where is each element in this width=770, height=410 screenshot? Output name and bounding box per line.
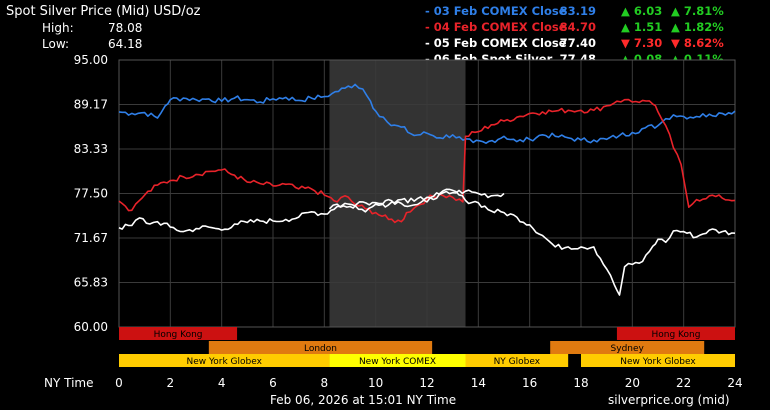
session-bar xyxy=(119,327,238,340)
legend-percent: ▲ 7.81% xyxy=(671,4,724,18)
x-tick-label: 6 xyxy=(269,376,277,390)
x-tick-label: 20 xyxy=(625,376,640,390)
session-label: Hong Kong xyxy=(154,330,203,340)
session-bar xyxy=(208,341,433,354)
session-bar xyxy=(119,354,330,367)
y-tick-label: 83.33 xyxy=(74,142,108,156)
session-bar xyxy=(616,327,735,340)
session-bar xyxy=(581,354,735,367)
high-value: 78.08 xyxy=(108,21,142,35)
price-series xyxy=(118,83,736,296)
chart-title: Spot Silver Price (Mid) USD/oz xyxy=(6,4,201,19)
series-line xyxy=(118,188,736,296)
series-line xyxy=(118,98,736,224)
timestamp: Feb 06, 2026 at 15:01 NY Time xyxy=(270,393,456,407)
legend-price: 83.19 xyxy=(560,4,596,18)
x-tick-label: 10 xyxy=(368,376,383,390)
session-label: New York COMEX xyxy=(359,357,436,367)
y-tick-label: 71.67 xyxy=(74,231,108,245)
x-tick-label: 14 xyxy=(471,376,486,390)
legend-change: ▲ 6.03 xyxy=(621,4,662,18)
legend-change: ▲ 1.51 xyxy=(621,20,662,34)
x-axis-ticks: 0 2 4 6 8 10 12 14 16 18 20 22 24 xyxy=(115,376,742,390)
legend-percent: ▲ 1.82% xyxy=(671,20,724,34)
x-tick-label: 8 xyxy=(321,376,329,390)
session-bar xyxy=(465,354,569,367)
legend-price: 77.40 xyxy=(560,36,596,50)
y-tick-label: 89.17 xyxy=(74,97,108,111)
session-bar xyxy=(550,341,705,354)
session-label: Sydney xyxy=(611,344,645,354)
grid-lines xyxy=(118,59,736,328)
x-tick-label: 12 xyxy=(419,376,434,390)
y-tick-label: 60.00 xyxy=(74,320,108,334)
trading-sessions: Hong Kong Hong Kong London Sydney New York G… xyxy=(119,327,735,367)
series-line xyxy=(118,83,736,144)
plot-border xyxy=(118,59,736,328)
x-tick-label: 16 xyxy=(522,376,537,390)
y-tick-label: 77.50 xyxy=(74,187,108,201)
x-tick-label: 22 xyxy=(676,376,691,390)
y-tick-label: 65.83 xyxy=(74,276,108,290)
legend-label: - 03 Feb COMEX Close xyxy=(425,4,567,18)
low-value: 64.18 xyxy=(108,37,142,51)
legend-label: - 05 Feb COMEX Close xyxy=(425,36,567,50)
session-bar xyxy=(329,354,466,367)
x-tick-label: 2 xyxy=(167,376,175,390)
x-tick-label: 0 xyxy=(115,376,123,390)
y-tick-label: 95.00 xyxy=(74,53,108,67)
legend-price: 84.70 xyxy=(560,20,596,34)
y-axis-ticks: 95.00 89.17 83.33 77.50 71.67 65.83 60.00 xyxy=(74,53,108,334)
source-label: silverprice.org (mid) xyxy=(608,393,730,407)
x-tick-label: 24 xyxy=(727,376,742,390)
legend-percent: ▼ 8.62% xyxy=(671,36,724,50)
x-axis-label: NY Time xyxy=(44,376,94,390)
session-label: New York Globex xyxy=(186,357,262,367)
low-label: Low: xyxy=(42,37,69,51)
session-label: Hong Kong xyxy=(651,330,700,340)
x-tick-label: 4 xyxy=(218,376,226,390)
series-line xyxy=(328,189,505,210)
x-tick-label: 18 xyxy=(573,376,588,390)
legend-label: - 04 Feb COMEX Close xyxy=(425,20,567,34)
session-label: New York Globex xyxy=(620,357,696,367)
legend-change: ▼ 7.30 xyxy=(621,36,662,50)
session-label: NY Globex xyxy=(494,357,541,367)
session-label: London xyxy=(304,344,337,354)
high-label: High: xyxy=(42,21,74,35)
